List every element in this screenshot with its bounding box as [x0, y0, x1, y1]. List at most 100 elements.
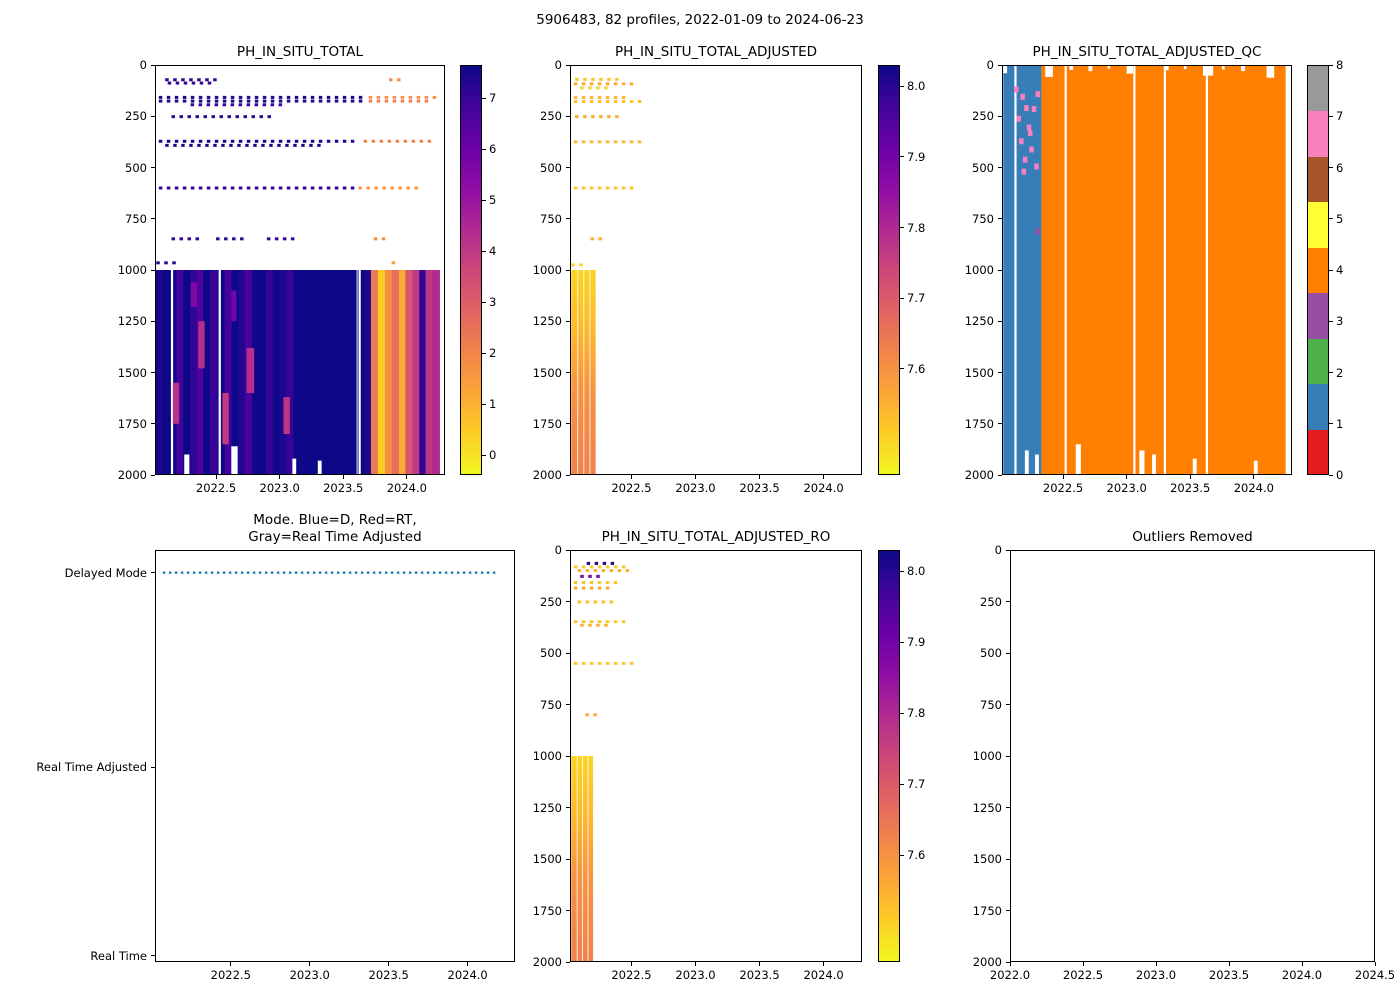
x-tick-label: 2022.5	[611, 968, 652, 982]
y-tick-mark	[566, 704, 570, 705]
axes-frame	[1002, 65, 1292, 475]
colorbar-tick-label: 6	[489, 142, 497, 157]
colorbar-tick-mark	[900, 641, 904, 643]
colorbar-frame	[878, 550, 900, 962]
axes-frame	[570, 550, 862, 962]
x-tick-label: 2023.5	[1208, 968, 1250, 982]
x-tick-label: 2024.0	[803, 481, 844, 495]
colorbar-tick-label: 7.9	[907, 149, 926, 164]
y-tick-mark	[1006, 704, 1010, 705]
panel-title-line-1: Mode. Blue=D, Red=RT,	[253, 512, 417, 528]
y-tick-mark	[998, 320, 1002, 322]
x-tick-mark	[1155, 962, 1157, 966]
y-tick-mark	[566, 755, 570, 757]
colorbar-tick-mark	[900, 156, 904, 158]
colorbar-tick-label: 7	[489, 91, 497, 106]
x-tick-label: 2022.5	[195, 481, 237, 495]
colorbar-tick-label: 6	[1336, 160, 1344, 175]
y-tick-label: 1000	[964, 263, 994, 277]
x-tick-label: 2023.0	[1106, 481, 1147, 495]
panel-title: PH_IN_SITU_TOTAL_ADJUSTED_QC	[1032, 44, 1262, 60]
y-tick-label: 500	[980, 646, 1002, 660]
y-tick-mark	[1006, 601, 1010, 602]
colorbar-tick-mark	[482, 301, 486, 303]
x-tick-mark	[279, 475, 281, 479]
y-tick-mark	[566, 549, 570, 551]
y-tick-label: 750	[125, 211, 147, 226]
y-tick-mark	[566, 601, 570, 602]
y-tick-mark	[566, 652, 570, 654]
ph_adj-colorbar	[878, 65, 900, 475]
colorbar-tick-label: 0	[489, 448, 497, 463]
colorbar-tick-label: 8	[1336, 58, 1344, 72]
ph_ro-colorbar	[878, 550, 900, 962]
y-tick-label: 750	[972, 211, 994, 226]
colorbar-tick-label: 4	[489, 244, 497, 259]
x-tick-label: 2024.5	[1354, 968, 1396, 982]
x-tick-label: 2024.0	[386, 481, 427, 495]
y-tick-mark	[1006, 755, 1010, 757]
y-tick-label: 500	[125, 160, 147, 175]
ph_ro-plot-canvas	[570, 550, 862, 962]
x-tick-mark	[1062, 475, 1064, 479]
y-tick-mark	[1006, 549, 1010, 551]
x-tick-label: 2024.0	[1233, 481, 1274, 495]
colorbar-tick-label: 7	[1336, 109, 1344, 124]
colorbar-tick-mark	[900, 712, 904, 714]
y-tick-label: 250	[540, 594, 562, 609]
y-tick-label: 250	[540, 109, 562, 124]
x-tick-mark	[230, 962, 232, 966]
x-tick-label: 2024.0	[803, 968, 844, 982]
outliers-plot-canvas	[1010, 550, 1375, 962]
y-tick-mark	[566, 372, 570, 373]
colorbar-frame	[878, 65, 900, 475]
colorbar-tick-label: 8.0	[907, 564, 926, 579]
x-tick-mark	[1228, 962, 1230, 966]
y-tick-mark	[151, 955, 155, 957]
colorbar-tick-label: 3	[489, 295, 497, 310]
ph_total-colorbar	[460, 65, 482, 475]
colorbar-tick-mark	[482, 97, 486, 99]
y-tick-label: 2000	[532, 468, 562, 482]
y-tick-mark	[998, 115, 1002, 117]
y-tick-mark	[566, 320, 570, 322]
colorbar-tick-mark	[482, 352, 486, 354]
colorbar-tick-mark	[482, 199, 486, 201]
colorbar-tick-mark	[1329, 167, 1333, 168]
axes-frame	[155, 65, 445, 475]
y-tick-label: 1500	[532, 852, 562, 866]
y-tick-mark	[998, 64, 1002, 66]
panel-title-line-2: Gray=Real Time Adjusted	[248, 529, 422, 545]
y-tick-mark	[151, 372, 155, 373]
x-tick-mark	[1301, 962, 1303, 966]
y-category-label: Real Time Adjusted	[36, 760, 147, 775]
y-tick-label: 1250	[117, 314, 147, 329]
y-tick-label: 1750	[117, 416, 147, 431]
mode-plot-canvas	[155, 550, 515, 962]
colorbar-tick-label: 7.8	[907, 706, 926, 721]
y-tick-label: 2000	[964, 468, 994, 482]
y-tick-label: 1250	[532, 314, 562, 329]
y-tick-label: 1250	[964, 314, 994, 329]
colorbar-tick-label: 2	[489, 346, 497, 361]
y-tick-mark	[151, 64, 155, 66]
y-tick-label: 500	[972, 160, 994, 175]
x-tick-mark	[467, 962, 469, 966]
x-tick-mark	[630, 475, 632, 479]
x-tick-label: 2023.0	[675, 968, 716, 982]
y-tick-mark	[1006, 910, 1010, 911]
y-tick-label: 1750	[532, 416, 562, 431]
colorbar-tick-mark	[900, 854, 904, 856]
y-tick-mark	[566, 423, 570, 425]
y-tick-mark	[566, 64, 570, 66]
y-tick-mark	[566, 115, 570, 117]
x-tick-label: 2023.5	[1170, 481, 1211, 495]
y-tick-mark	[1006, 807, 1010, 808]
y-tick-mark	[151, 269, 155, 271]
y-tick-mark	[566, 910, 570, 911]
x-tick-mark	[759, 475, 761, 479]
